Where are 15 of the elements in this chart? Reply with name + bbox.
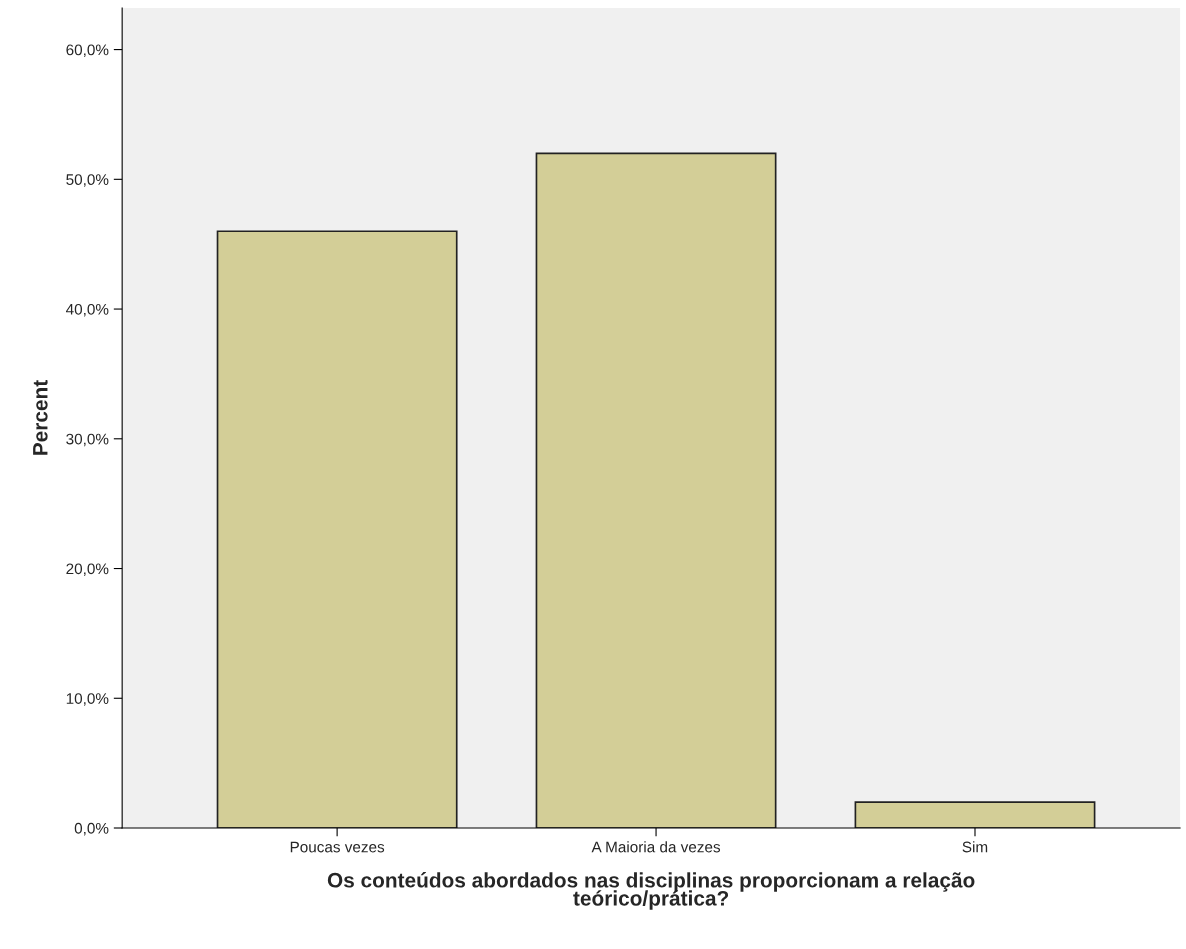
y-axis-title: Percent bbox=[33, 380, 48, 455]
y-tick-label: 30,0% bbox=[66, 433, 109, 447]
y-tick-label: 10,0% bbox=[66, 693, 109, 706]
y-tick-label: 50,0% bbox=[66, 174, 109, 187]
x-tick-label: Sim bbox=[962, 841, 988, 853]
bar bbox=[535, 152, 777, 828]
y-tick-label: 20,0% bbox=[66, 563, 109, 577]
y-tick-label: 40,0% bbox=[66, 303, 109, 317]
x-tick-label: Poucas vezes bbox=[290, 841, 385, 853]
y-tick-label: 0,0% bbox=[74, 822, 109, 836]
bar bbox=[216, 230, 458, 828]
y-tick-label: 60,0% bbox=[66, 44, 109, 58]
bar bbox=[854, 801, 1096, 828]
x-tick-label: A Maioria da vezes bbox=[591, 841, 721, 853]
x-axis-title: Os conteúdos abordados nas disciplinas proporcionam a relação teórico/prática? bbox=[327, 872, 975, 910]
